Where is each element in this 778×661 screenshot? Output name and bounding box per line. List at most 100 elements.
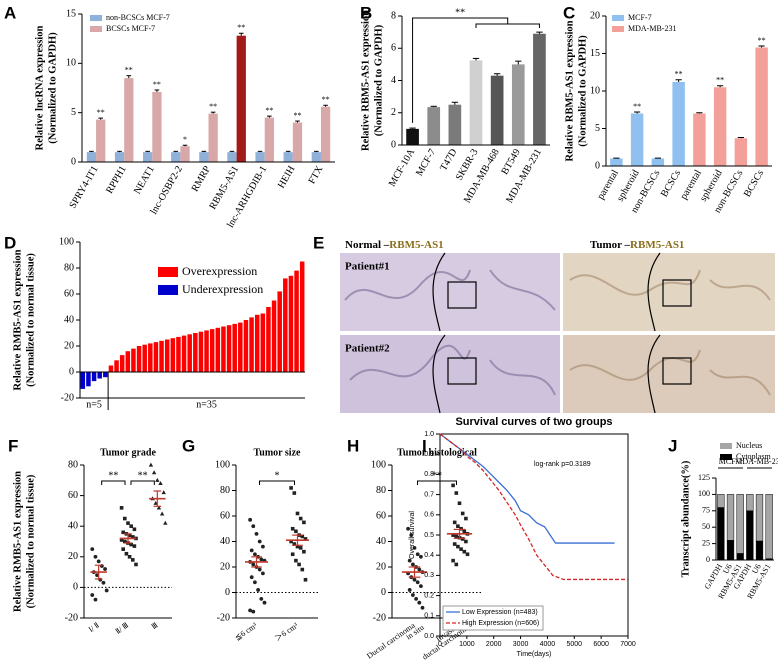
point — [407, 588, 412, 592]
bar — [236, 35, 246, 162]
bar-segment — [726, 494, 735, 541]
point — [257, 539, 262, 544]
y-tick-label: 60 — [220, 510, 230, 521]
panel-letter: C — [563, 3, 575, 22]
bar — [142, 344, 147, 372]
bar — [176, 336, 181, 372]
y-tick-label: 20 — [220, 561, 230, 572]
point — [300, 567, 305, 572]
bar — [243, 320, 249, 372]
point — [253, 552, 257, 557]
point — [126, 521, 130, 525]
point — [104, 588, 109, 593]
point — [161, 490, 166, 495]
y-tick-label: 20 — [64, 340, 74, 351]
x-tick-label: SPRY4-IT1 — [67, 164, 100, 210]
bar-segment — [717, 507, 725, 561]
y-tick-label: 0.0 — [424, 633, 434, 640]
chart-title: Tumor grade — [100, 447, 156, 458]
y-tick-label: 0 — [73, 582, 78, 593]
y-tick-label: 80 — [376, 485, 386, 496]
significance-bracket — [130, 480, 155, 485]
point — [406, 526, 410, 531]
point — [121, 547, 125, 551]
x-tick-label: MCF-7 — [414, 147, 438, 178]
y-tick-label: 40 — [376, 536, 386, 547]
y-tick-label: 10 — [590, 85, 600, 96]
point — [103, 567, 107, 571]
y-tick-label: 80 — [220, 485, 230, 496]
y-tick-label: 5 — [71, 107, 76, 118]
legend-swatch — [720, 443, 732, 449]
point — [251, 524, 256, 529]
point — [459, 526, 463, 531]
bar — [226, 325, 232, 372]
bar — [713, 87, 727, 166]
bar — [153, 342, 159, 372]
bar — [406, 128, 419, 145]
bar — [187, 334, 192, 372]
bar — [96, 119, 106, 162]
legend-label: Low Expression (n=483) — [462, 609, 538, 616]
point — [292, 542, 297, 546]
point — [134, 562, 138, 567]
bar-segment — [717, 494, 725, 508]
legend-swatch — [90, 26, 102, 32]
y-tick-label: 0.1 — [424, 613, 434, 620]
point — [155, 477, 160, 482]
point — [148, 462, 154, 467]
y-tick-label: 125 — [698, 473, 710, 482]
bar — [255, 152, 265, 162]
bar-segment — [755, 540, 764, 561]
significance-label: ** — [633, 102, 641, 111]
annotation: log-rank p=0.3189 — [534, 461, 591, 468]
bar-segment — [746, 510, 754, 561]
gene: RBM5-AS1 — [630, 239, 684, 251]
plot-frame — [439, 433, 629, 637]
bar — [180, 146, 190, 162]
significance-label: * — [275, 470, 280, 481]
significance-label: ** — [97, 108, 105, 117]
bar — [238, 322, 243, 372]
point — [251, 562, 256, 567]
bar — [136, 346, 142, 372]
y-tick-label: -20 — [373, 612, 386, 623]
point — [289, 486, 293, 490]
point — [101, 580, 106, 585]
y-tick-label: 100 — [215, 459, 230, 470]
point — [254, 531, 259, 536]
gene: RBM5-AS1 — [389, 239, 443, 251]
y-tick-label: 100 — [59, 236, 74, 247]
point — [297, 562, 301, 567]
x-tick-label: 3000 — [513, 641, 529, 648]
point — [303, 537, 308, 541]
legend-label: High Expression (n=606) — [462, 620, 539, 627]
bar — [292, 122, 303, 162]
bar — [124, 78, 134, 162]
point — [129, 542, 133, 547]
point — [261, 544, 265, 549]
point — [462, 529, 467, 534]
point — [451, 558, 455, 563]
panel-letter: J — [668, 436, 677, 455]
panel-letter: G — [182, 436, 195, 455]
point — [451, 483, 455, 488]
point — [253, 580, 257, 585]
x-tick-label: 5000 — [566, 641, 582, 648]
point — [415, 552, 420, 557]
y-axis-label: Relative RBM5-AS1 expression — [564, 20, 575, 161]
bar — [288, 275, 294, 372]
point — [93, 554, 98, 559]
y-tick-label: 20 — [68, 551, 78, 562]
micrograph — [340, 335, 560, 413]
bar — [469, 60, 483, 145]
bar — [283, 278, 288, 372]
y-tick-label: 2 — [391, 107, 396, 118]
point — [158, 480, 163, 485]
point — [417, 600, 422, 605]
y-tick-label: 0 — [391, 139, 396, 150]
point — [300, 534, 305, 539]
condition: Tumor – — [590, 239, 631, 251]
y-tick-label: 6 — [391, 43, 396, 54]
panel-letter: D — [4, 233, 16, 252]
